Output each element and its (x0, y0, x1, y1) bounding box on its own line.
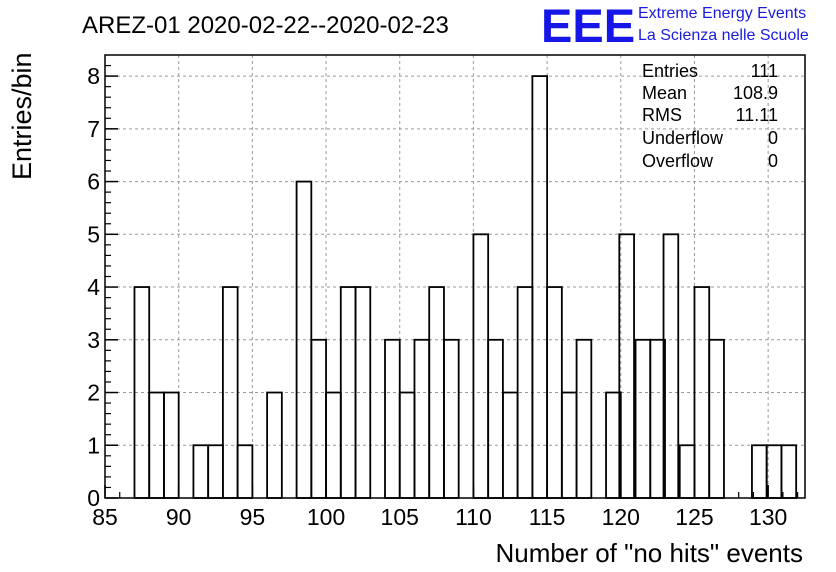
histogram-bar (634, 338, 652, 499)
y-tick-label: 1 (87, 432, 100, 458)
grid-lines (105, 55, 805, 498)
y-tick-label: 6 (87, 169, 100, 195)
histogram-bar (413, 338, 431, 499)
stat-value-underflow: 0 (768, 128, 778, 148)
histogram-bar (192, 444, 210, 499)
x-tick-label: 130 (749, 504, 787, 530)
x-tick-label: 120 (602, 504, 640, 530)
histogram-bar (310, 338, 327, 499)
x-tick-label: 85 (92, 504, 118, 530)
y-tick-label: 5 (87, 221, 100, 247)
histogram-bar (207, 444, 224, 499)
stat-label-overflow: Overflow (642, 151, 714, 171)
histogram-bar (384, 338, 401, 499)
y-tick-label: 0 (87, 485, 100, 511)
y-tick-label: 2 (87, 380, 100, 406)
plot-frame (104, 54, 806, 499)
x-tick-label: 95 (240, 504, 266, 530)
stats-box: Entries 111 Mean 108.9 RMS 11.11 Underfl… (642, 61, 778, 171)
x-tick-label: 125 (675, 504, 713, 530)
stat-value-mean: 108.9 (733, 83, 778, 103)
x-tick-label: 90 (166, 504, 192, 530)
chart-title: AREZ-01 2020-02-22--2020-02-23 (82, 12, 449, 39)
x-tick-label: 100 (307, 504, 345, 530)
y-tick-label: 3 (87, 327, 100, 353)
y-tick-label: 7 (87, 116, 100, 142)
x-tick-labels: 85 90 95 100 105 110 115 120 125 130 (92, 504, 787, 530)
x-tick-label: 110 (455, 504, 492, 530)
histogram-bar (472, 233, 490, 499)
histogram-bar (575, 338, 593, 499)
eee-logo: EEE (541, 0, 635, 52)
histogram-bar (751, 444, 768, 499)
histogram-bar (678, 444, 696, 499)
logo-line-1: Extreme Energy Events (638, 5, 806, 22)
y-axis-label: Entries/bin (7, 52, 37, 180)
histogram-bar (487, 338, 504, 499)
y-tick-label: 4 (87, 274, 100, 300)
stat-label-entries: Entries (642, 61, 698, 81)
y-tick-labels: 0 1 2 3 4 5 6 7 8 (87, 63, 100, 511)
stat-value-rms: 11.11 (736, 105, 778, 125)
logo-line-2: La Scienza nelle Scuole (638, 27, 809, 44)
x-tick-label: 105 (381, 504, 419, 530)
histogram-bar (443, 338, 460, 499)
x-axis-label: Number of "no hits" events (496, 538, 804, 568)
histogram-bar (236, 444, 254, 499)
y-tick-label: 8 (87, 63, 100, 89)
stat-value-overflow: 0 (768, 151, 778, 171)
histogram-bar (708, 338, 725, 499)
stat-label-mean: Mean (642, 83, 687, 103)
x-tick-label: 115 (529, 504, 566, 530)
stat-label-underflow: Underflow (642, 128, 724, 148)
histogram-bar (780, 444, 798, 499)
axis-ticks (104, 64, 799, 499)
stat-label-rms: RMS (642, 105, 682, 125)
stat-value-entries: 111 (751, 61, 778, 81)
